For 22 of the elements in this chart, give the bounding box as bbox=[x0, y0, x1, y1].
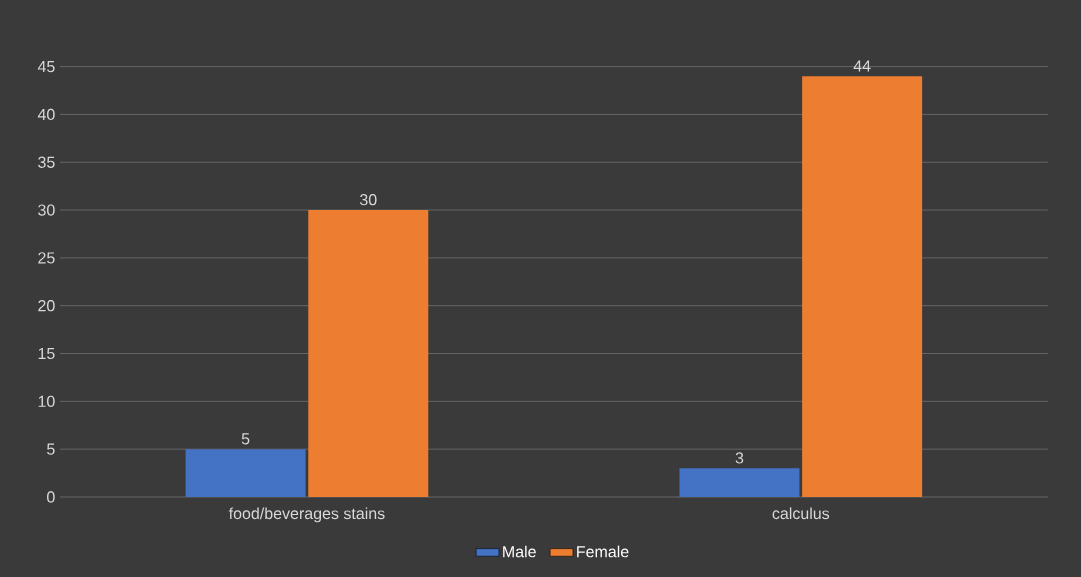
bar bbox=[308, 210, 429, 497]
y-tick-label: 25 bbox=[38, 252, 55, 264]
y-tick-label: 40 bbox=[37, 108, 55, 121]
legend-label: Female bbox=[577, 545, 629, 558]
data-label: 44 bbox=[853, 60, 871, 72]
bar bbox=[802, 76, 923, 497]
y-tick-label: 45 bbox=[37, 61, 55, 73]
data-label: 30 bbox=[359, 194, 377, 206]
y-tick-label: 20 bbox=[38, 300, 55, 312]
legend-label: Male bbox=[503, 545, 536, 558]
y-tick-label: 30 bbox=[38, 204, 55, 216]
data-label: 5 bbox=[241, 433, 250, 445]
x-tick-label: calculus bbox=[772, 507, 830, 520]
y-tick-label: 15 bbox=[38, 347, 55, 360]
y-tick-label: 0 bbox=[47, 491, 55, 503]
y-tick-label: 5 bbox=[47, 443, 55, 455]
y-tick-label: 10 bbox=[38, 395, 55, 407]
bar bbox=[679, 468, 800, 497]
bar bbox=[185, 449, 306, 497]
x-tick-label: food/beverages stains bbox=[228, 507, 385, 523]
y-tick-label: 35 bbox=[38, 156, 55, 168]
data-label: 3 bbox=[735, 452, 744, 464]
